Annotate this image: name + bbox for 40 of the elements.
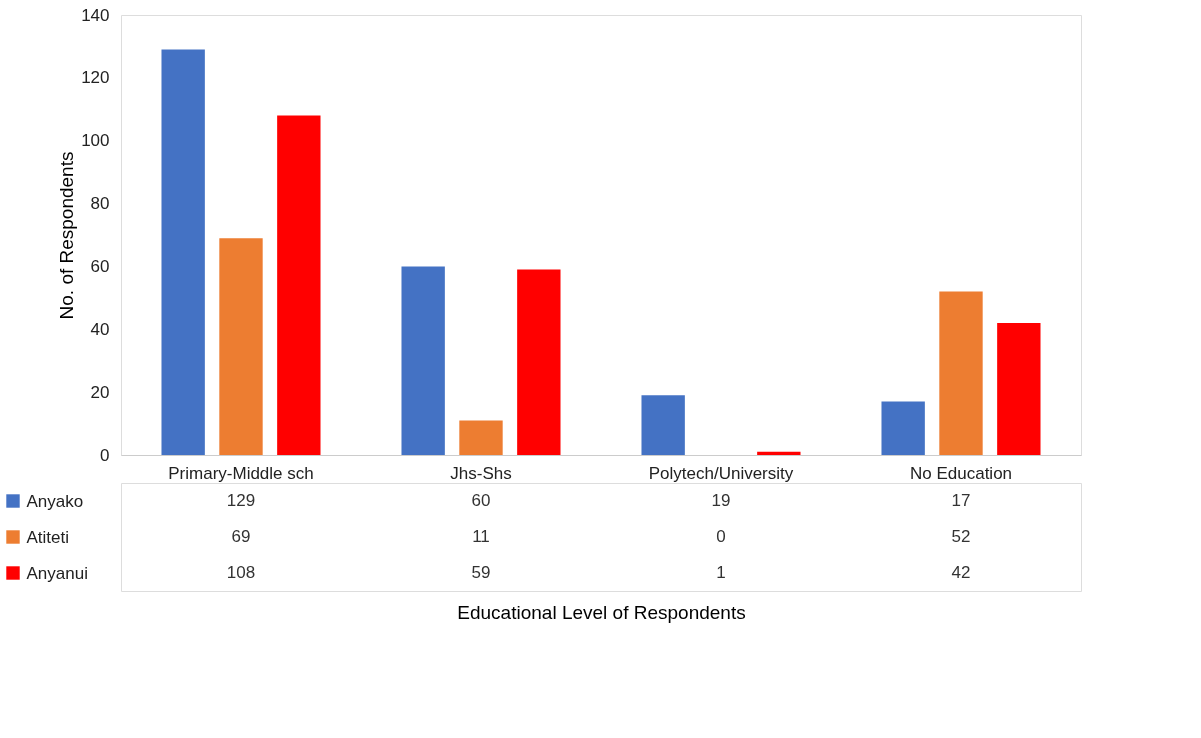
bar <box>459 420 503 455</box>
bar <box>517 269 561 455</box>
legend-label: Anyako <box>26 491 84 511</box>
data-label: 108 <box>226 563 256 582</box>
data-label: 52 <box>951 527 971 546</box>
data-label: 60 <box>471 491 491 510</box>
x-tick-label: Jhs-Shs <box>450 463 512 483</box>
bar <box>641 395 685 455</box>
x-tick-label: Primary-Middle sch <box>168 463 314 483</box>
legend-label: Atiteti <box>26 527 70 547</box>
y-tick-label: 0 <box>100 445 110 465</box>
bar <box>881 401 925 455</box>
x-tick-label: No Education <box>909 463 1013 483</box>
bar <box>997 323 1041 455</box>
data-label: 129 <box>226 491 256 510</box>
bar <box>939 291 983 455</box>
y-tick-label: 40 <box>90 319 110 339</box>
y-tick-label: 60 <box>90 256 110 276</box>
data-label: 17 <box>951 491 971 510</box>
data-label: 11 <box>472 527 490 546</box>
bar <box>757 451 801 455</box>
bar <box>161 49 205 455</box>
data-label: 1 <box>716 563 726 582</box>
y-tick-label: 100 <box>81 131 110 151</box>
bar <box>277 115 321 455</box>
y-tick-label: 120 <box>81 68 110 88</box>
y-axis-title: No. of Respondents <box>56 151 78 320</box>
y-tick-label: 20 <box>90 382 110 402</box>
data-label: 59 <box>471 563 491 582</box>
data-label: 19 <box>711 491 731 510</box>
text: Educational Level of Respondents <box>457 601 746 623</box>
bar <box>401 266 445 455</box>
y-tick-label: 140 <box>81 5 110 25</box>
y-tick-label: 80 <box>90 194 110 214</box>
data-label: 0 <box>716 527 726 546</box>
data-label: 42 <box>951 563 971 582</box>
data-label: 69 <box>231 527 251 546</box>
legend-label: Anyanui <box>26 563 88 583</box>
bar <box>219 238 263 455</box>
x-tick-label: Polytech/University <box>648 463 794 483</box>
